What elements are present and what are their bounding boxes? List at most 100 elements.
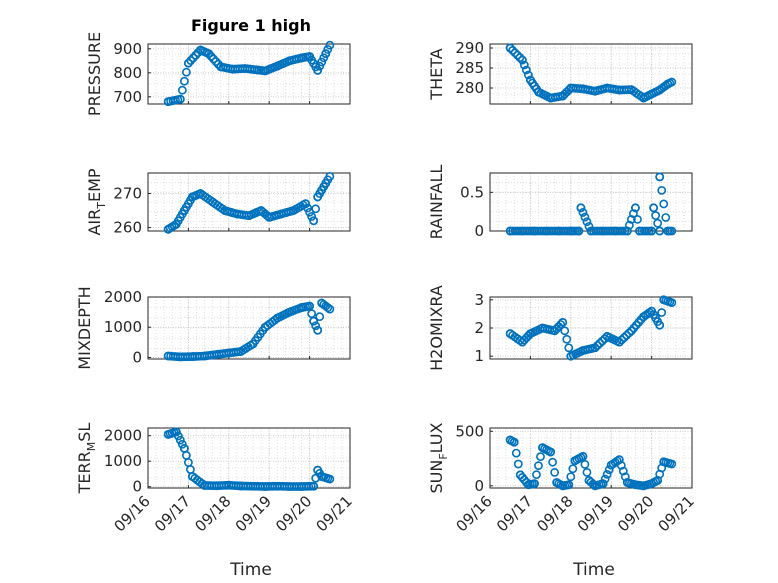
data-point [667,298,677,308]
data-point [513,50,522,60]
data-point [649,203,659,213]
y-tick-label: 0 [132,478,142,496]
data-point [619,333,629,342]
data-point [639,312,648,322]
y-axis-label: H2OMIXRA [427,285,446,371]
data-point [309,216,319,226]
axes-frame [147,43,351,105]
x-tick-label: 09/19 [574,492,617,535]
data-point [224,348,234,358]
x-tick-label: 09/21 [655,492,698,535]
data-point [175,352,185,362]
data-point [647,306,656,316]
data-point [624,328,634,338]
data-point [523,480,533,490]
data-point [617,335,627,345]
axes-frame [147,296,351,360]
data-point [284,307,294,317]
data-point [315,61,325,71]
data-point [301,199,310,209]
data-point [554,226,564,236]
data-point [188,352,197,361]
axes-frame [489,43,693,105]
data-point [622,226,632,236]
data-point [260,66,270,76]
y-tick-label: 280 [455,79,484,97]
data-point [303,203,312,213]
subplot-air-temp: 260 270 AIRTEMP [85,168,351,237]
data-point [582,217,592,227]
data-point [657,185,667,195]
y-tick-label: 3 [474,291,484,309]
subplot-theta: 280 285 290 THETA [427,39,693,105]
data-point [212,350,222,359]
data-point [595,338,605,348]
x-axis-label-right: Time [572,560,615,580]
data-point [627,326,636,336]
data-point [590,343,600,353]
data-point [582,467,592,477]
data-point [562,334,572,344]
data-point [216,62,226,72]
data-point [564,480,574,490]
data-point [593,341,602,350]
y-tick-label: 800 [113,64,142,82]
y-tick-label: 1 [474,347,484,365]
data-point [653,218,663,228]
axes-frame [489,172,693,232]
x-tick-label: 09/17 [151,492,194,535]
data-point [602,332,612,341]
data-point [511,448,521,458]
data-point [163,429,173,439]
data-point [272,313,282,323]
data-point [655,320,665,330]
y-tick-label: 1000 [104,452,142,470]
data-point [532,470,541,480]
data-point [655,226,665,236]
data-point [651,211,661,220]
data-point [175,435,185,445]
subplot-h2omixra: 1 2 3 H2OMIXRA [427,285,693,371]
data-point [639,93,648,103]
data-point [309,316,319,326]
data-point [655,172,665,182]
data-point [272,61,282,71]
x-tick-label: 09/19 [232,492,275,535]
data-point [653,475,663,485]
data-point [163,351,173,361]
y-tick-label: 2000 [104,288,142,306]
data-point [173,431,183,441]
x-tick-label: 09/18 [191,492,234,535]
data-point [163,97,173,106]
data-point [655,85,665,95]
data-point [272,481,282,491]
data-point [590,86,600,96]
y-tick-label: 0 [132,348,142,366]
x-tick-label: 09/17 [493,492,536,535]
data-point [570,456,580,466]
y-axis-label: SUNFLUX [427,422,450,493]
data-point [622,478,632,487]
data-point [307,309,317,319]
data-point [526,75,535,85]
y-axis-label: RAINFALL [427,165,446,240]
data-point [538,443,547,453]
data-point [200,481,209,490]
data-point [556,320,566,329]
y-axis-label-main: SUN [427,460,446,494]
data-point [317,472,327,481]
y-axis-label-main: TERR [75,451,94,494]
data-point [186,56,196,65]
data-point [598,226,608,236]
data-point [517,55,527,65]
axes-frame [147,172,351,232]
data-point [584,221,594,231]
data-point [659,457,669,467]
y-axis-label-subscript: F [437,453,450,459]
data-point [610,226,620,236]
data-point [530,226,539,236]
data-point [578,84,588,94]
data-point [659,199,669,209]
data-point [509,437,519,447]
data-point [297,482,306,491]
